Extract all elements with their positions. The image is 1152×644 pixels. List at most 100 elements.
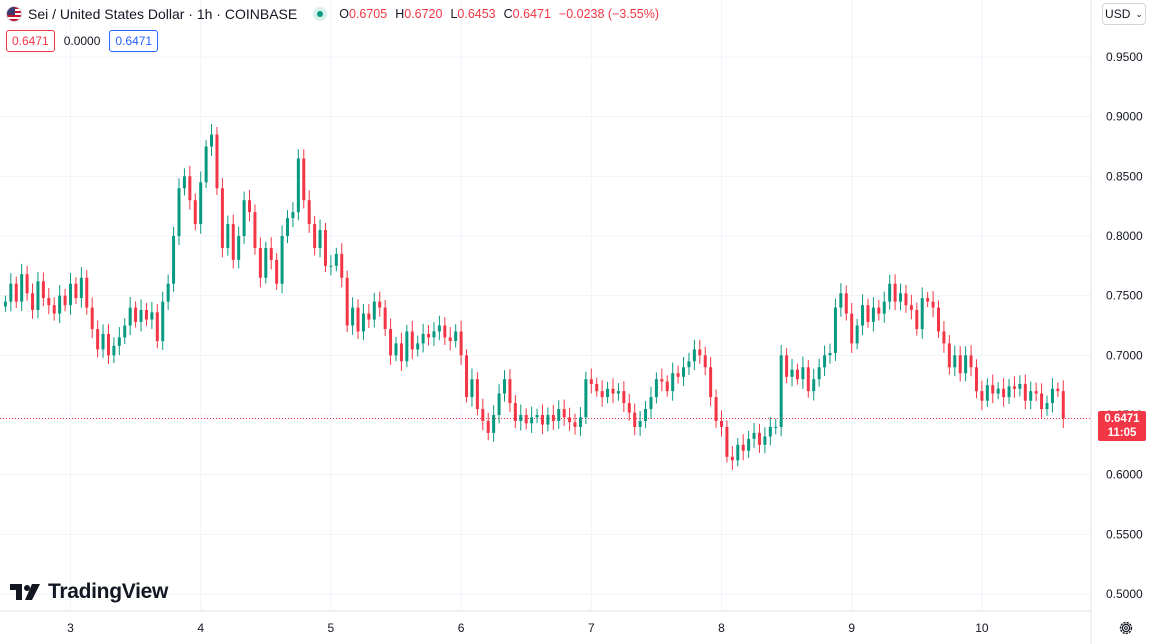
candle [248,189,252,222]
candle [671,362,675,401]
candlestick-series [3,123,1065,471]
candle [280,225,284,294]
ohlc-low: L0.6453 [450,7,495,21]
candle [1023,374,1027,410]
candle-body [595,383,599,392]
candle-body [888,283,892,302]
candle [888,274,892,310]
candle [1056,382,1060,397]
candle [1040,383,1044,419]
candle-body [3,301,7,307]
candle-body [372,301,376,320]
y-tick-label: 0.9000 [1106,110,1143,124]
currency-label: USD [1105,7,1131,21]
candle [405,324,409,368]
candle [63,288,67,312]
candle-body [573,422,577,427]
candle-body [14,283,18,302]
candle-body [763,436,767,445]
candle-body [286,218,289,236]
candle [557,400,561,429]
spread-value: 0.0000 [63,34,101,48]
candle [475,372,479,416]
candle-body [106,333,110,356]
candle [937,300,940,338]
candle-body [226,224,230,248]
candle-body [291,212,295,219]
candle-body [79,277,83,299]
time-axis[interactable]: 3 4 5 6 7 8 9 10 [67,621,989,635]
candle-body [210,134,214,147]
candle [220,178,224,258]
brand-name: TradingView [48,580,169,603]
candle-body [698,349,702,356]
symbol-title[interactable]: Sei / United States Dollar · 1h · COINBA… [28,6,298,22]
candle-body [584,379,588,418]
price-axis[interactable]: 0.95000.90000.85000.80000.75000.70000.65… [1106,50,1143,601]
candle-body [844,293,848,314]
candle-body [296,158,300,213]
candle-body [654,379,658,398]
candle [399,332,403,371]
candle-body [199,182,203,225]
candle [503,370,506,402]
candle-body [378,301,382,308]
candle-body [172,236,176,284]
candle-body [182,176,186,189]
candle [112,337,116,363]
candle-body [568,417,572,423]
market-open-dot-icon[interactable] [313,7,328,21]
candle-body [855,325,859,344]
candle [546,407,550,432]
candle [269,237,273,270]
candle [36,272,40,319]
candle-body [90,307,94,330]
candle-body [991,385,995,394]
candle [638,411,642,436]
candle [329,255,333,276]
buy-price-button[interactable]: 0.6471 [109,30,159,52]
candle-body [204,146,208,183]
candle-body [1002,388,1006,398]
candle-body [443,325,447,338]
candle [703,346,707,376]
candle [427,324,431,346]
candle [177,178,181,245]
candle-body [1007,386,1011,398]
candle-body [481,409,485,421]
candle [204,140,208,188]
candle [747,430,751,458]
candle-body [258,247,262,278]
candle [801,356,805,389]
candle [709,357,713,407]
candle-body [470,379,474,398]
y-tick-label: 0.8500 [1106,169,1143,183]
candle [166,274,170,310]
candle-body [817,367,821,380]
candle-body [101,333,105,350]
candle [904,284,908,313]
candle-body [58,295,62,314]
tradingview-logo[interactable]: TradingView [10,580,168,604]
ohlc-high: H0.6720 [395,7,442,21]
x-tick-label: 3 [67,621,74,635]
sell-price-button[interactable]: 0.6471 [6,30,55,52]
currency-select[interactable]: USD ⌄ [1102,3,1146,25]
candle-body [752,432,756,439]
candle [980,380,984,411]
candle [839,283,843,317]
candle [752,422,756,448]
candle [562,399,566,426]
candle [313,215,317,256]
candle-body [486,420,490,433]
candle [877,299,881,321]
candle [307,190,311,233]
candle [1029,381,1033,410]
candle [817,358,821,387]
candle [318,219,322,258]
last-price-value: 0.6471 [1104,413,1140,425]
candle [465,349,469,403]
gear-icon[interactable] [1118,620,1134,636]
candle-body [1061,391,1065,419]
